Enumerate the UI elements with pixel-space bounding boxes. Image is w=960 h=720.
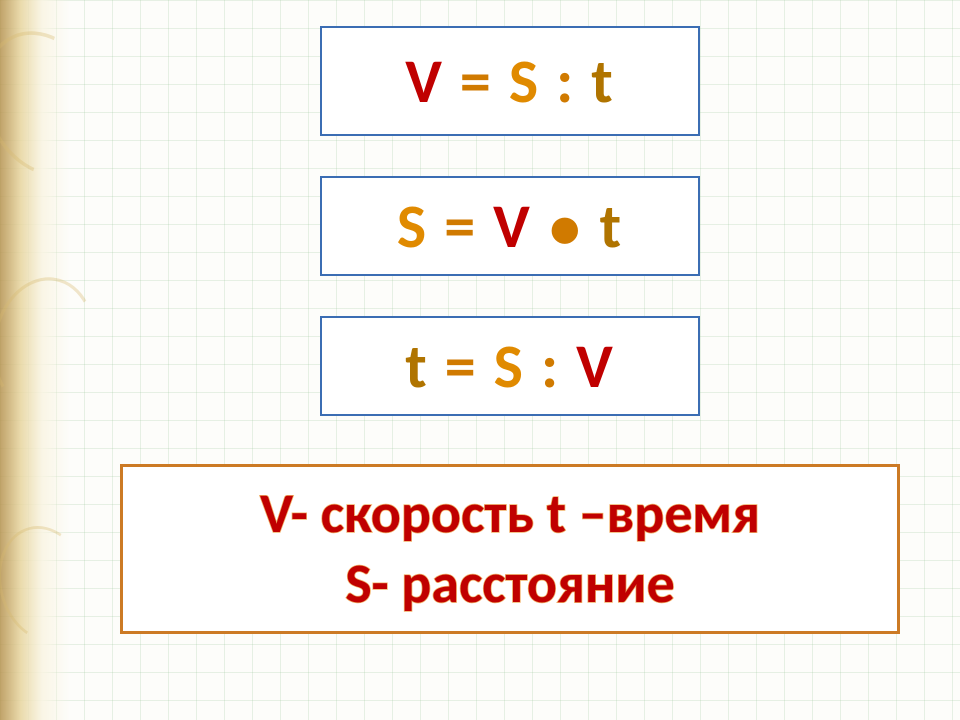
symbol-s: S [397, 188, 428, 264]
operator-divide: : [556, 43, 575, 119]
formula-time: t = S : V [405, 328, 615, 404]
legend-line-1: V- скорость t –время [260, 479, 760, 549]
equals-sign: = [445, 328, 478, 404]
operator-divide: : [541, 328, 560, 404]
legend-box: V- скорость t –время S- расстояние [120, 464, 900, 634]
formula-distance: S = V ● t [397, 188, 623, 264]
symbol-v: V [405, 43, 444, 119]
symbol-s: S [494, 328, 525, 404]
equals-sign: = [444, 188, 477, 264]
operator-multiply: ● [548, 194, 584, 262]
slide-content: V = S : t S = V ● t [80, 20, 940, 700]
formula-time-box: t = S : V [320, 316, 700, 416]
slide: V = S : t S = V ● t [0, 0, 960, 720]
symbol-s: S [509, 43, 540, 119]
symbol-t: t [405, 328, 429, 404]
symbol-v: V [493, 188, 532, 264]
formula-velocity: V = S : t [405, 43, 615, 119]
symbol-t: t [591, 43, 615, 119]
formula-distance-box: S = V ● t [320, 176, 700, 276]
equals-sign: = [460, 43, 493, 119]
left-decorative-strip [0, 0, 70, 720]
legend-line-2: S- расстояние [345, 549, 675, 619]
formula-velocity-box: V = S : t [320, 26, 700, 136]
symbol-t: t [600, 188, 624, 264]
symbol-v: V [576, 328, 615, 404]
